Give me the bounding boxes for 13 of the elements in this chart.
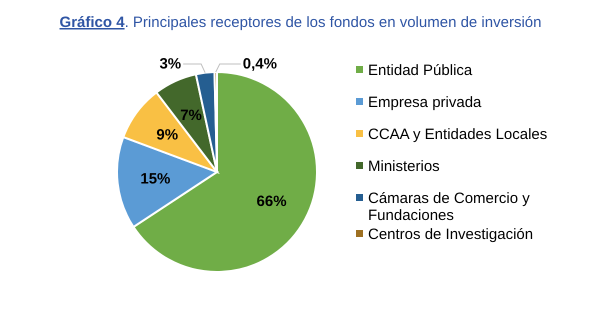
legend-label: Entidad Pública bbox=[368, 62, 473, 78]
data-label: 66% bbox=[256, 192, 287, 210]
legend-label: Empresa privada bbox=[368, 94, 482, 110]
data-label: 9% bbox=[156, 126, 178, 144]
data-label: 0,4% bbox=[242, 56, 277, 72]
legend-label: Centros de Investigación bbox=[368, 226, 534, 242]
data-label: 3% bbox=[159, 56, 182, 72]
data-label: 7% bbox=[180, 107, 202, 124]
legend-label: CCAA y Entidades Locales bbox=[368, 126, 548, 142]
legend-label: Ministerios bbox=[368, 158, 440, 174]
data-label: 15% bbox=[140, 170, 170, 188]
chart-title: Gráfico 4. Principales receptores de los fondos en volumen de inversión bbox=[60, 14, 542, 31]
legend-label: Cámaras de Comercio y Fundaciones bbox=[368, 190, 530, 224]
